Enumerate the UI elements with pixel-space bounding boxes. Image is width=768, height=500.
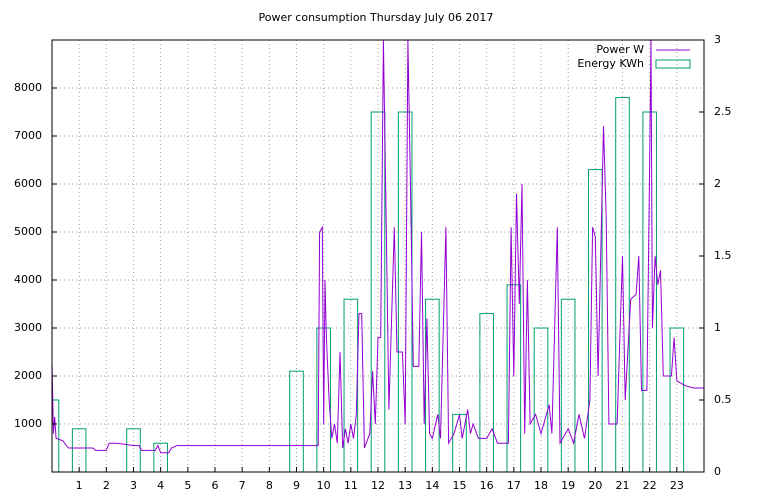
x-tick-label: 2 xyxy=(103,479,110,492)
y-tick-label: 8000 xyxy=(14,81,42,94)
energy-bar xyxy=(153,442,168,472)
legend-label: Power W xyxy=(596,43,644,56)
x-tick-label: 22 xyxy=(643,479,657,492)
x-tick-label: 16 xyxy=(480,479,494,492)
x-tick-label: 9 xyxy=(293,479,300,492)
x-tick-label: 13 xyxy=(398,479,412,492)
energy-bar xyxy=(669,327,685,472)
x-tick-label: 23 xyxy=(670,479,684,492)
x-tick-label: 1 xyxy=(76,479,83,492)
legend-swatch xyxy=(655,59,691,69)
y2-tick-label: 1 xyxy=(714,321,721,334)
y-tick-label: 7000 xyxy=(14,129,42,142)
y2-tick-label: 3 xyxy=(714,33,721,46)
lines xyxy=(52,40,704,454)
energy-bar xyxy=(71,428,87,472)
y2-tick-label: 0 xyxy=(714,465,721,478)
energy-bar xyxy=(343,298,359,472)
x-tick-label: 5 xyxy=(184,479,191,492)
y-tick-label: 6000 xyxy=(14,177,42,190)
y2-tick-label: 1.5 xyxy=(714,249,732,262)
axes: 1 2 3 4 5 6 7 8 9 10 11 12 13 14 15 16 17 18 19 20 21 22 23100… xyxy=(14,33,732,492)
energy-bar xyxy=(533,327,549,472)
legend-label: Energy KWh xyxy=(577,57,644,70)
x-tick-label: 4 xyxy=(157,479,164,492)
energy-bar xyxy=(479,313,494,472)
x-tick-label: 6 xyxy=(212,479,219,492)
x-tick-label: 21 xyxy=(616,479,630,492)
y-tick-label: 3000 xyxy=(14,321,42,334)
energy-bar xyxy=(370,111,386,472)
chart-title: Power consumption Thursday July 06 2017 xyxy=(259,11,494,24)
x-tick-label: 8 xyxy=(266,479,273,492)
x-tick-label: 14 xyxy=(425,479,439,492)
y2-tick-label: 0.5 xyxy=(714,393,732,406)
x-tick-label: 10 xyxy=(317,479,331,492)
energy-bar xyxy=(126,428,141,472)
energy-bar xyxy=(425,298,440,472)
energy-bar xyxy=(316,327,331,472)
energy-bar xyxy=(52,399,60,472)
x-tick-label: 20 xyxy=(588,479,602,492)
x-tick-label: 18 xyxy=(534,479,548,492)
y-tick-label: 2000 xyxy=(14,369,42,382)
x-tick-label: 3 xyxy=(130,479,137,492)
x-tick-label: 12 xyxy=(371,479,385,492)
y2-tick-label: 2.5 xyxy=(714,105,732,118)
y-tick-label: 4000 xyxy=(14,273,42,286)
energy-bar xyxy=(642,111,657,472)
energy-bar xyxy=(560,298,576,472)
grid xyxy=(52,40,704,472)
x-tick-label: 15 xyxy=(453,479,467,492)
y-tick-label: 5000 xyxy=(14,225,42,238)
y2-tick-label: 2 xyxy=(714,177,721,190)
energy-bar xyxy=(452,413,467,472)
power-line xyxy=(52,40,704,454)
energy-bar xyxy=(289,370,304,472)
x-tick-label: 11 xyxy=(344,479,358,492)
bars xyxy=(52,97,685,472)
x-tick-label: 17 xyxy=(507,479,521,492)
x-tick-label: 7 xyxy=(239,479,246,492)
y-tick-label: 1000 xyxy=(14,417,42,430)
energy-bar xyxy=(588,169,603,472)
x-tick-label: 19 xyxy=(561,479,575,492)
